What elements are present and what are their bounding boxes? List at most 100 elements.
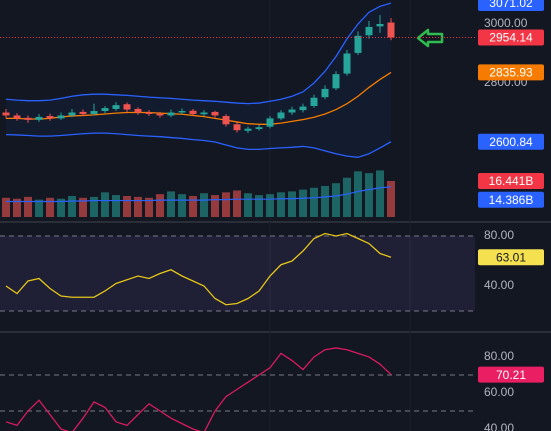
- volume-bar: [387, 181, 395, 217]
- candle-body: [222, 116, 230, 125]
- candle-body: [24, 117, 32, 120]
- price-badge: [478, 366, 544, 383]
- candle-body: [266, 118, 274, 127]
- volume-bar: [112, 195, 120, 217]
- band-fill: [6, 3, 391, 158]
- price-badge-label: 3071.02: [489, 0, 533, 10]
- volume-bar: [57, 198, 65, 217]
- candle-body: [46, 116, 54, 119]
- volume-bar: [24, 196, 32, 217]
- volume-bar: [299, 189, 307, 217]
- volume-bar: [376, 170, 384, 217]
- candle-body: [35, 116, 43, 120]
- volume-bar: [46, 197, 54, 217]
- y-tick-label: 40.00: [484, 278, 514, 292]
- volume-bar: [211, 195, 219, 217]
- candle-body: [112, 105, 120, 109]
- volume-bar: [101, 192, 109, 217]
- y-tick-label: 40.00: [484, 421, 514, 431]
- price-badge: [478, 0, 544, 12]
- y-tick-label: 3000.00: [484, 16, 528, 30]
- volume-bar: [288, 191, 296, 217]
- volume-bar: [310, 187, 318, 217]
- candle-body: [387, 22, 395, 38]
- price-badge-label: 2835.93: [489, 66, 533, 80]
- volume-bar: [222, 192, 230, 217]
- candle-body: [343, 53, 351, 74]
- volume-bar: [123, 195, 131, 217]
- volume-bar: [233, 190, 241, 217]
- price-badge-label: 63.01: [496, 250, 526, 264]
- candle-body: [354, 35, 362, 53]
- volume-bar: [343, 177, 351, 217]
- oscillator-line: [5, 232, 392, 306]
- volume-bar: [90, 196, 98, 217]
- candle-body: [156, 113, 164, 116]
- volume-bar: [277, 192, 285, 217]
- candle-body: [255, 127, 263, 130]
- volume-bar: [2, 197, 10, 217]
- volume-bar: [354, 171, 362, 217]
- candle-body: [90, 111, 98, 114]
- candle-body: [2, 112, 10, 116]
- candle-body: [101, 108, 109, 112]
- volume-bar: [365, 173, 373, 217]
- candle-body: [321, 88, 329, 98]
- candle-body: [200, 112, 208, 115]
- candle-body: [13, 115, 21, 119]
- candle-body: [211, 111, 219, 116]
- volume-bar: [189, 195, 197, 217]
- candle-body: [123, 104, 131, 110]
- volume-ma-line: [6, 186, 392, 203]
- y-tick-label: 60.00: [484, 385, 514, 399]
- volume-bar: [200, 193, 208, 217]
- price-badge-label: 16.441B: [489, 174, 534, 188]
- indicator-line: [5, 2, 392, 105]
- price-badge: [478, 133, 544, 150]
- candle-body: [310, 97, 318, 107]
- volume-bar: [156, 194, 164, 217]
- price-badge: [478, 191, 544, 208]
- y-tick-label: 80.00: [484, 228, 514, 242]
- indicator-line: [6, 71, 392, 125]
- volume-bar: [321, 185, 329, 217]
- candle-body: [244, 128, 252, 131]
- candle-body: [79, 111, 87, 114]
- indicator-line: [5, 132, 392, 158]
- volume-bar: [178, 194, 186, 217]
- price-badge-label: 70.21: [496, 368, 526, 382]
- price-badge: [478, 64, 544, 81]
- price-badge-label: 2600.84: [489, 135, 533, 149]
- volume-bar: [68, 195, 76, 217]
- volume-bar: [35, 199, 43, 217]
- candle-body: [68, 112, 76, 116]
- volume-bar: [244, 193, 252, 217]
- candle-body: [299, 106, 307, 111]
- price-badge: [478, 173, 544, 190]
- pointer-arrow: [416, 28, 444, 48]
- y-tick-label: 80.00: [484, 349, 514, 363]
- candle-body: [167, 112, 175, 116]
- price-badge-label: 14.386B: [489, 193, 534, 207]
- candle-body: [376, 24, 384, 27]
- candle-body: [57, 115, 65, 119]
- price-badge-label: 2954.14: [489, 31, 533, 45]
- volume-bar: [145, 197, 153, 217]
- candle-body: [134, 108, 142, 113]
- volume-bar: [134, 196, 142, 217]
- price-badge: [478, 29, 544, 46]
- candle-body: [145, 112, 153, 114]
- volume-bar: [332, 183, 340, 217]
- candle-body: [233, 124, 241, 131]
- volume-bar: [79, 197, 87, 217]
- level-band: [0, 236, 475, 311]
- volume-bar: [167, 191, 175, 217]
- candle-body: [189, 110, 197, 114]
- candle-body: [365, 26, 373, 36]
- price-badge: [478, 249, 544, 266]
- candle-body: [178, 111, 186, 113]
- volume-bar: [266, 194, 274, 217]
- volume-bar: [13, 198, 21, 217]
